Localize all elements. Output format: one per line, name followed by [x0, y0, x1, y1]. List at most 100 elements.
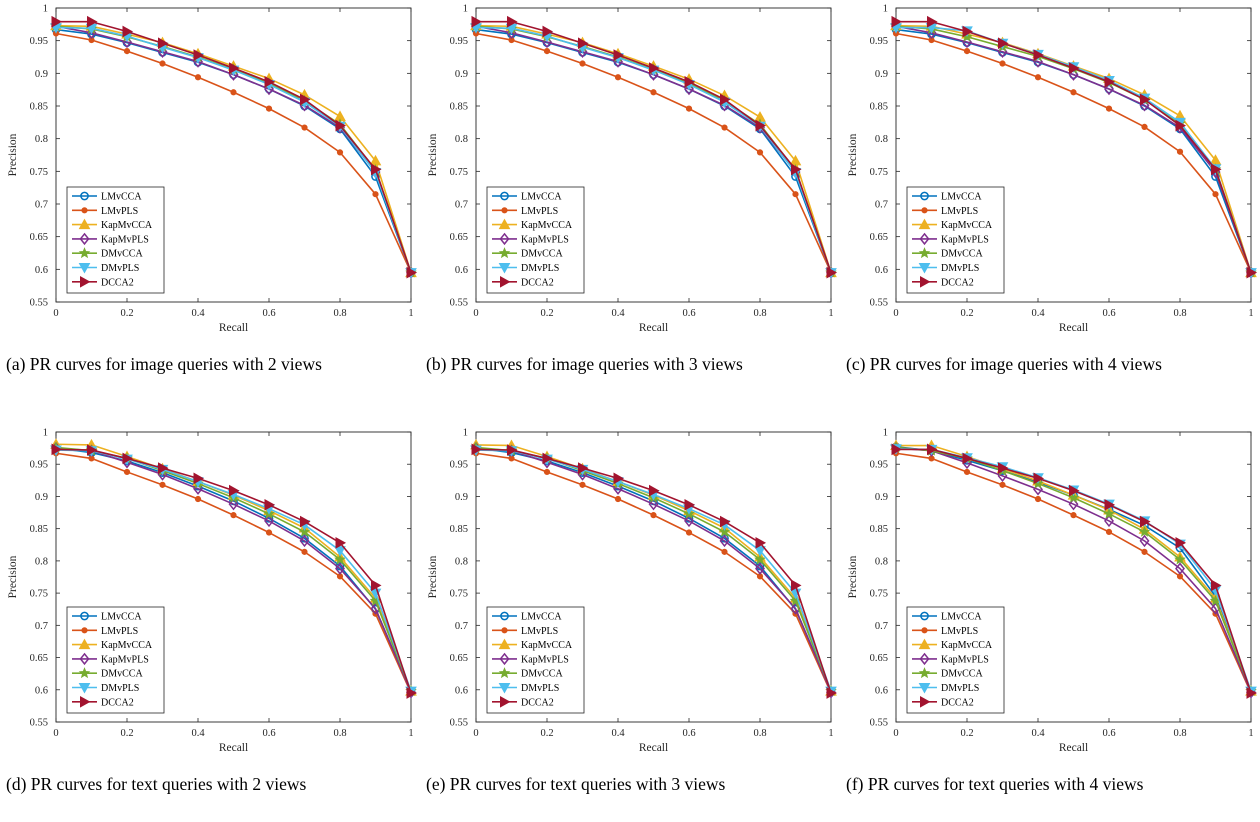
legend-marker-dmvcca	[918, 667, 931, 679]
y-tick-label: 0.65	[870, 653, 888, 664]
data-point-lmvpls	[1105, 528, 1113, 535]
y-tick-label: 0.65	[30, 232, 48, 243]
legend-marker-lmvpls	[921, 207, 928, 214]
x-tick-label: 0.4	[191, 728, 205, 739]
data-point-kapmvpls	[335, 562, 345, 575]
data-point-lmvpls	[194, 74, 202, 81]
x-tick-label: 0	[893, 728, 898, 739]
data-point-dcca2	[826, 687, 838, 699]
x-tick-label: 1	[408, 308, 413, 319]
x-axis-label: Recall	[219, 742, 248, 754]
legend-box	[66, 186, 165, 294]
panel-b: 0 0.2 0.4 0.6 0.8 1 0.55 0.6 0.65 0.7 0.75 0.8 0.85 0…	[420, 0, 840, 402]
legend-marker-dmvpls	[78, 263, 91, 274]
legend-label: LMvCCA	[101, 612, 142, 623]
data-point-dcca2	[87, 15, 98, 28]
data-point-dmvcca	[718, 525, 731, 537]
legend-label: DCCA2	[101, 697, 134, 708]
y-tick-label: 0.6	[875, 685, 888, 696]
legend-marker-dmvcca	[498, 247, 511, 259]
legend-label: DMvCCA	[521, 669, 563, 680]
data-point-dcca2	[229, 62, 240, 74]
y-tick-label: 0.9	[455, 69, 468, 80]
y-tick-label: 0.6	[875, 265, 888, 276]
legend-marker-lmvcca	[500, 191, 509, 201]
y-tick-label: 0.75	[870, 589, 888, 600]
y-tick-label: 0.55	[450, 298, 468, 309]
data-point-lmvpls	[230, 512, 237, 519]
data-point-dcca2	[649, 62, 660, 74]
data-point-lmvpls	[301, 124, 308, 131]
data-point-lmvpls	[963, 468, 971, 476]
y-tick-label: 0.75	[30, 589, 48, 600]
data-point-dcca2	[578, 37, 589, 50]
data-point-dcca2	[51, 15, 63, 28]
panel-a: 0 0.2 0.4 0.6 0.8 1 0.55 0.6 0.65 0.7 0.75 0.8 0.85 0…	[0, 0, 420, 402]
data-point-dcca2	[51, 443, 63, 456]
legend-marker-lmvpls	[501, 627, 508, 634]
data-point-dcca2	[471, 443, 483, 456]
y-tick-label: 0.8	[455, 134, 468, 145]
y-tick-label: 0.6	[35, 265, 48, 276]
data-point-dmvpls	[334, 546, 346, 557]
legend-marker-dcca2	[80, 695, 91, 708]
legend-marker-lmvcca	[80, 191, 89, 201]
y-tick-label: 0.6	[455, 265, 468, 276]
x-tick-label: 1	[1248, 308, 1253, 319]
legend-label: DCCA2	[521, 277, 554, 288]
data-point-dcca2	[87, 444, 98, 456]
legend-label: KapMvPLS	[941, 234, 989, 245]
data-point-dcca2	[891, 15, 903, 28]
chart-d: 0 0.2 0.4 0.6 0.8 1 0.55 0.6 0.65 0.7 0.75 0.8 0.85 0…	[7, 428, 418, 754]
data-point-dcca2	[193, 472, 205, 485]
data-point-lmvpls	[1176, 148, 1184, 155]
y-tick-label: 0.95	[30, 460, 48, 471]
y-tick-label: 0.8	[875, 556, 888, 567]
caption-d: (d) PR curves for text queries with 2 vi…	[6, 774, 307, 794]
legend-box	[906, 186, 1005, 294]
y-tick-label: 0.65	[30, 653, 48, 664]
legend-label: DMvPLS	[101, 683, 139, 694]
y-tick-label: 0.85	[870, 524, 888, 535]
x-tick-label: 0.6	[1102, 728, 1115, 739]
panel-e: 0 0.2 0.4 0.6 0.8 1 0.55 0.6 0.65 0.7 0.75 0.8 0.85 0…	[420, 420, 840, 822]
data-point-dcca2	[613, 472, 625, 485]
legend-marker-dcca2	[500, 695, 511, 708]
y-tick-label: 0.7	[455, 200, 468, 211]
data-point-dcca2	[507, 15, 518, 28]
data-point-dcca2	[406, 687, 418, 699]
y-axis-label: Precision	[7, 555, 19, 598]
panel-d: 0 0.2 0.4 0.6 0.8 1 0.55 0.6 0.65 0.7 0.75 0.8 0.85 0…	[0, 420, 420, 822]
data-point-lmvpls	[999, 60, 1006, 67]
legend-marker-dmvcca	[78, 667, 91, 679]
panel-c: 0 0.2 0.4 0.6 0.8 1 0.55 0.6 0.65 0.7 0.75 0.8 0.85 0…	[840, 0, 1260, 402]
data-point-dcca2	[1069, 484, 1080, 497]
legend-label: LMvCCA	[521, 612, 562, 623]
data-point-kapmvpls	[299, 534, 310, 548]
legend-marker-kapmvpls	[499, 652, 510, 666]
y-tick-label: 0.7	[35, 200, 48, 211]
data-point-lmvpls	[543, 48, 551, 55]
y-tick-label: 0.9	[875, 492, 888, 503]
legend-marker-kapmvcca	[498, 638, 511, 650]
legend-label: KapMvPLS	[941, 654, 989, 665]
x-tick-label: 0.4	[1031, 728, 1045, 739]
data-point-lmvpls	[123, 468, 131, 476]
data-point-dcca2	[1140, 515, 1151, 528]
legend-marker-dcca2	[80, 275, 91, 288]
x-tick-label: 0.2	[540, 728, 553, 739]
legend-label: KapMvCCA	[101, 640, 153, 651]
x-tick-label: 0.4	[611, 308, 625, 319]
legend-label: DCCA2	[101, 277, 134, 288]
data-point-lmvpls	[756, 149, 764, 156]
data-point-lmvpls	[1105, 105, 1113, 112]
x-tick-label: 0.2	[960, 728, 973, 739]
legend-label: LMvPLS	[101, 626, 138, 637]
data-point-dcca2	[1211, 163, 1222, 176]
y-tick-label: 0.65	[450, 653, 468, 664]
data-point-dcca2	[335, 536, 347, 549]
data-point-dcca2	[300, 515, 311, 528]
data-point-dcca2	[1175, 536, 1187, 549]
data-point-lmvpls	[301, 548, 308, 555]
legend-label: LMvPLS	[101, 206, 138, 217]
